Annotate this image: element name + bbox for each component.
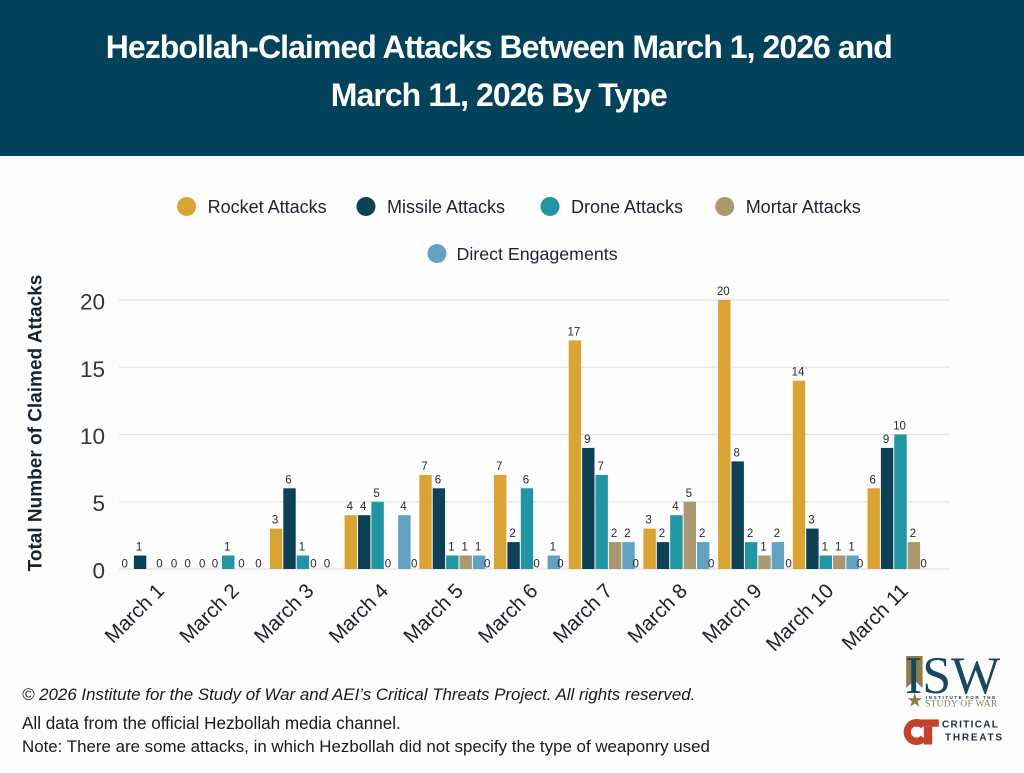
svg-text:Direct Engagements: Direct Engagements xyxy=(457,244,618,264)
svg-text:0: 0 xyxy=(708,559,714,571)
svg-text:1: 1 xyxy=(822,542,828,554)
svg-text:6: 6 xyxy=(285,474,291,486)
svg-text:0: 0 xyxy=(184,559,190,571)
svg-text:INSTITUTE FOR THE: INSTITUTE FOR THE xyxy=(926,695,997,700)
svg-text:8: 8 xyxy=(733,447,739,459)
svg-text:1: 1 xyxy=(461,542,467,554)
svg-text:0: 0 xyxy=(632,559,638,571)
svg-text:0: 0 xyxy=(920,559,926,571)
svg-text:4: 4 xyxy=(400,501,407,513)
svg-text:Note: There are some attacks,: Note: There are some attacks, in which H… xyxy=(22,737,710,756)
svg-text:March 11, 2026 By Type: March 11, 2026 By Type xyxy=(331,77,667,113)
svg-text:0: 0 xyxy=(310,559,316,571)
svg-text:1: 1 xyxy=(835,542,841,554)
svg-text:15: 15 xyxy=(80,357,105,382)
svg-text:0: 0 xyxy=(212,559,218,571)
svg-text:6: 6 xyxy=(869,474,875,486)
svg-text:7: 7 xyxy=(421,461,427,473)
svg-text:5: 5 xyxy=(686,488,692,500)
svg-text:0: 0 xyxy=(171,559,177,571)
svg-text:2: 2 xyxy=(659,528,665,540)
svg-text:0: 0 xyxy=(385,559,391,571)
svg-text:2: 2 xyxy=(611,528,617,540)
svg-text:4: 4 xyxy=(360,501,367,513)
svg-text:9: 9 xyxy=(883,434,889,446)
svg-text:4: 4 xyxy=(672,501,679,513)
svg-text:Total Number of Claimed Attack: Total Number of Claimed Attacks xyxy=(26,275,47,572)
svg-text:Drone Attacks: Drone Attacks xyxy=(571,197,683,217)
svg-text:2: 2 xyxy=(699,528,705,540)
svg-text:3: 3 xyxy=(272,515,278,527)
svg-text:20: 20 xyxy=(80,290,105,315)
svg-text:All data from the official Hez: All data from the official Hezbollah med… xyxy=(22,714,401,733)
svg-text:1: 1 xyxy=(299,542,305,554)
svg-text:0: 0 xyxy=(411,559,417,571)
svg-text:0: 0 xyxy=(121,559,127,571)
svg-text:0: 0 xyxy=(255,559,261,571)
svg-text:10: 10 xyxy=(80,424,105,449)
svg-text:20: 20 xyxy=(717,286,730,298)
svg-text:0: 0 xyxy=(156,559,162,571)
svg-text:Missile Attacks: Missile Attacks xyxy=(387,197,505,217)
svg-text:0: 0 xyxy=(857,559,863,571)
svg-text:5: 5 xyxy=(92,491,105,516)
svg-text:10: 10 xyxy=(893,421,906,433)
svg-text:Rocket Attacks: Rocket Attacks xyxy=(208,197,327,217)
svg-text:0: 0 xyxy=(484,559,490,571)
svg-text:1: 1 xyxy=(475,542,481,554)
svg-text:2: 2 xyxy=(910,528,916,540)
svg-text:9: 9 xyxy=(584,434,590,446)
svg-text:0: 0 xyxy=(92,559,105,584)
svg-text:3: 3 xyxy=(645,515,651,527)
svg-text:6: 6 xyxy=(523,474,529,486)
svg-text:7: 7 xyxy=(496,461,502,473)
svg-text:CRITICAL: CRITICAL xyxy=(942,720,1000,731)
svg-text:THREATS: THREATS xyxy=(945,733,1004,744)
svg-text:ISW: ISW xyxy=(905,647,1000,705)
svg-text:2: 2 xyxy=(509,528,515,540)
svg-text:0: 0 xyxy=(199,559,205,571)
svg-text:2: 2 xyxy=(774,528,780,540)
svg-text:1: 1 xyxy=(760,542,766,554)
svg-text:6: 6 xyxy=(435,474,441,486)
svg-text:Mortar Attacks: Mortar Attacks xyxy=(746,197,861,217)
svg-text:1: 1 xyxy=(224,542,230,554)
svg-text:2: 2 xyxy=(747,528,753,540)
svg-text:14: 14 xyxy=(792,367,805,379)
svg-text:0: 0 xyxy=(557,559,563,571)
svg-text:1: 1 xyxy=(550,542,556,554)
svg-text:1: 1 xyxy=(136,542,142,554)
svg-text:1: 1 xyxy=(448,542,454,554)
svg-text:0: 0 xyxy=(324,559,330,571)
svg-text:5: 5 xyxy=(373,488,379,500)
svg-text:4: 4 xyxy=(347,501,354,513)
svg-text:3: 3 xyxy=(808,515,814,527)
svg-text:© 2026 Institute for the Study: © 2026 Institute for the Study of War an… xyxy=(22,685,695,704)
svg-text:0: 0 xyxy=(533,559,539,571)
svg-text:2: 2 xyxy=(624,528,630,540)
svg-text:17: 17 xyxy=(568,326,581,338)
svg-text:0: 0 xyxy=(785,559,791,571)
svg-text:7: 7 xyxy=(597,461,603,473)
svg-text:0: 0 xyxy=(238,559,244,571)
svg-text:Hezbollah-Claimed Attacks Betw: Hezbollah-Claimed Attacks Between March … xyxy=(106,29,892,65)
svg-text:STUDY OF WAR: STUDY OF WAR xyxy=(925,700,998,710)
svg-text:1: 1 xyxy=(848,542,854,554)
